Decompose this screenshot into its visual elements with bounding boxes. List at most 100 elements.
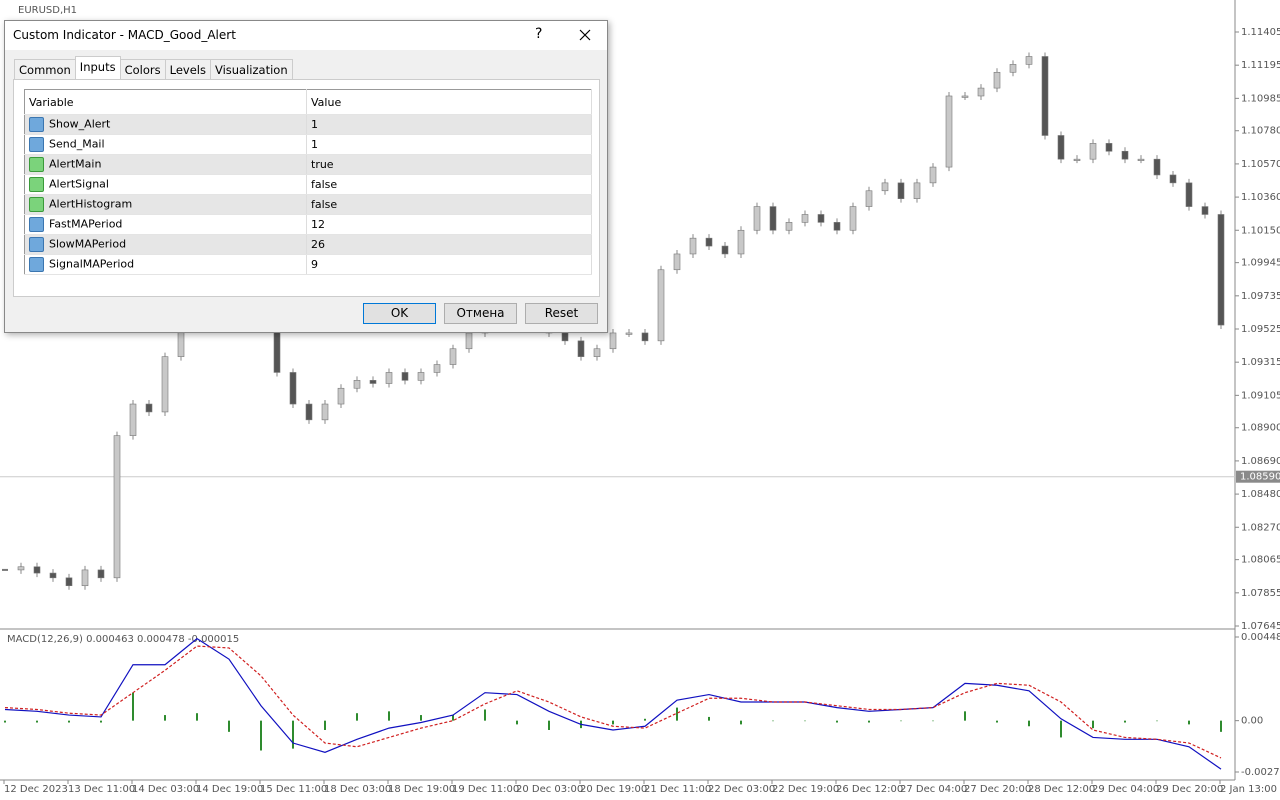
- table-cell: AlertMain: [24, 154, 307, 175]
- table-row[interactable]: AlertSignal false: [24, 174, 592, 195]
- signal-line: [4, 645, 1222, 759]
- table-row[interactable]: Show_Alert 1: [24, 114, 592, 135]
- type-icon: [29, 197, 44, 212]
- y-tick-label: 1.10985: [1241, 93, 1280, 104]
- table-cell: SlowMAPeriod: [24, 234, 307, 255]
- table-cell: false: [306, 174, 592, 195]
- table-cell: FastMAPeriod: [24, 214, 307, 235]
- close-button[interactable]: [579, 29, 591, 41]
- x-tick-label: 22 Dec 03:00: [708, 784, 775, 795]
- candle: [657, 269, 665, 342]
- candle: [1137, 158, 1145, 161]
- histogram-bar: [644, 718, 646, 721]
- candle: [65, 577, 73, 587]
- candle: [33, 566, 41, 574]
- x-tick-label: 2 Jan 13:00: [1220, 784, 1277, 795]
- histogram-bar: [324, 720, 326, 730]
- y-tick-label: 1.07645: [1241, 621, 1280, 632]
- tab[interactable]: Levels: [164, 59, 211, 80]
- table-cell: SignalMAPeriod: [24, 254, 307, 275]
- tab[interactable]: Inputs: [74, 56, 121, 80]
- macd-title: MACD(12,26,9) 0.000463 0.000478 -0.00001…: [7, 634, 239, 645]
- x-tick-label: 13 Dec 11:00: [68, 784, 135, 795]
- type-icon: [29, 137, 44, 152]
- histogram-bar: [100, 720, 102, 723]
- tab[interactable]: Visualization: [209, 59, 293, 80]
- button[interactable]: Reset: [525, 303, 598, 324]
- table-row[interactable]: SignalMAPeriod 9: [24, 254, 592, 275]
- histogram-bar: [612, 720, 614, 725]
- candle: [625, 332, 633, 335]
- y-tick-label: 1.09735: [1241, 291, 1280, 302]
- type-icon: [29, 257, 44, 272]
- button[interactable]: Отмена: [444, 303, 517, 324]
- candle: [609, 332, 617, 350]
- candle: [929, 166, 937, 184]
- x-tick-label: 28 Dec 12:00: [1028, 784, 1095, 795]
- value-text: true: [311, 158, 334, 171]
- tab[interactable]: Colors: [119, 59, 166, 80]
- candle: [465, 332, 473, 350]
- table-cell: 1: [306, 134, 592, 155]
- histogram-bar: [900, 720, 902, 722]
- y-tick-label: 1.07855: [1241, 588, 1280, 599]
- candle: [1009, 64, 1017, 73]
- candle: [1153, 158, 1161, 176]
- y-tick-label: 1.10570: [1241, 159, 1280, 170]
- candle: [353, 380, 361, 389]
- candle: [321, 403, 329, 421]
- histogram-bar: [1156, 720, 1158, 722]
- candle: [641, 332, 649, 342]
- x-tick-label: 14 Dec 03:00: [132, 784, 199, 795]
- table-row[interactable]: Send_Mail 1: [24, 134, 592, 155]
- variable-text: AlertSignal: [49, 177, 109, 191]
- histogram-bar: [484, 709, 486, 721]
- histogram-bar: [868, 720, 870, 723]
- tab[interactable]: Common: [14, 59, 76, 80]
- table-cell: AlertHistogram: [24, 194, 307, 215]
- y-tick-label: 1.08270: [1241, 522, 1280, 533]
- candle: [417, 372, 425, 381]
- table-row[interactable]: AlertHistogram false: [24, 194, 592, 215]
- table-cell: 12: [306, 214, 592, 235]
- x-tick-label: 19 Dec 11:00: [452, 784, 519, 795]
- histogram-bar: [228, 720, 230, 732]
- candle: [593, 348, 601, 357]
- value-text: 26: [311, 238, 325, 251]
- table-row[interactable]: AlertMain true: [24, 154, 592, 175]
- type-icon: [29, 117, 44, 132]
- candle: [1105, 143, 1113, 152]
- table-cell: true: [306, 154, 592, 175]
- candle: [385, 372, 393, 384]
- table-header: Variable Value: [24, 89, 592, 115]
- y-tick-label: 1.09315: [1241, 357, 1280, 368]
- histogram-bar: [932, 720, 934, 722]
- table-cell: false: [306, 194, 592, 215]
- variable-text: AlertHistogram: [49, 197, 133, 211]
- candle: [433, 364, 441, 373]
- candle: [993, 71, 1001, 89]
- candle: [1073, 158, 1081, 161]
- x-tick-label: 14 Dec 19:00: [196, 784, 263, 795]
- help-button[interactable]: ?: [535, 26, 543, 42]
- type-icon: [29, 237, 44, 252]
- candle: [705, 237, 713, 247]
- header-cell: Value: [306, 89, 592, 115]
- table-row[interactable]: SlowMAPeriod 26: [24, 234, 592, 255]
- x-tick-label: 22 Dec 19:00: [772, 784, 839, 795]
- variable-text: Show_Alert: [49, 117, 111, 131]
- histogram-bar: [452, 715, 454, 721]
- table-row[interactable]: FastMAPeriod 12: [24, 214, 592, 235]
- candle: [305, 403, 313, 421]
- histogram-bar: [68, 720, 70, 723]
- histogram-bar: [740, 720, 742, 725]
- histogram-bar: [132, 692, 134, 721]
- histogram-bar: [420, 715, 422, 721]
- candle: [673, 253, 681, 271]
- candle: [129, 403, 137, 436]
- histogram-bar: [804, 720, 806, 722]
- candle: [49, 572, 57, 579]
- button[interactable]: OK: [363, 303, 436, 324]
- candle: [401, 372, 409, 381]
- candle: [769, 206, 777, 231]
